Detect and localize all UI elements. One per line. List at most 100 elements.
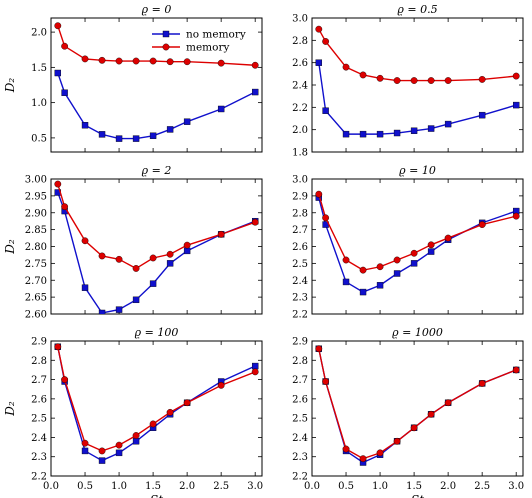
y-tick-label: 2.3 xyxy=(292,452,308,463)
data-point-memory xyxy=(166,58,174,66)
y-tick-label: 2.8 xyxy=(292,208,308,219)
x-tick-label: 2.0 xyxy=(179,481,195,492)
data-point-memory xyxy=(98,56,106,64)
y-tick-label: 1.8 xyxy=(292,148,308,159)
y-tick-label: 2.6 xyxy=(31,394,47,405)
data-point-memory xyxy=(183,399,191,407)
data-point-no-memory xyxy=(81,447,89,455)
data-point-memory xyxy=(61,42,69,50)
legend-marker xyxy=(162,43,170,51)
y-tick-label: 2.65 xyxy=(25,293,47,304)
x-tick-label: 2.0 xyxy=(440,481,456,492)
y-tick-label: 2.7 xyxy=(31,375,47,386)
data-point-memory xyxy=(81,55,89,63)
data-point-memory xyxy=(98,447,106,455)
panel-title: ϱ = 0.5 xyxy=(397,3,437,16)
x-tick-label: 1.0 xyxy=(111,481,127,492)
data-point-no-memory xyxy=(183,118,191,125)
y-tick-label: 2.3 xyxy=(292,293,308,304)
data-point-no-memory xyxy=(376,282,384,289)
data-point-no-memory xyxy=(81,121,89,129)
data-point-no-memory xyxy=(251,362,259,370)
y-tick-label: 2.2 xyxy=(31,472,47,483)
plot-frame xyxy=(311,340,524,477)
data-point-memory xyxy=(81,237,89,245)
data-point-memory xyxy=(393,77,401,84)
panel-3: ϱ = 2 2.60 2.65 2.70 2.75 2.80 2.85 2.90 2.95 3.0… xyxy=(3,164,263,321)
data-point-no-memory xyxy=(61,89,68,96)
y-tick-label: 2.80 xyxy=(25,242,47,253)
series-group xyxy=(315,25,520,138)
panel-6: ϱ = 1000 0.0 0.5 1.0 1.5 2.0 2.5 3.0 2.2 2.3 2.4 2.… xyxy=(292,326,524,498)
y-tick-label: 2.2 xyxy=(292,310,308,321)
data-point-memory xyxy=(444,399,452,407)
data-point-memory xyxy=(410,424,418,432)
y-tick-label: 2.6 xyxy=(292,58,308,69)
plot-frame xyxy=(50,340,263,477)
x-tick-label: 2.5 xyxy=(474,481,490,492)
data-point-memory xyxy=(322,378,330,385)
data-point-memory xyxy=(54,343,62,351)
data-point-memory xyxy=(54,22,62,30)
data-point-no-memory xyxy=(132,296,140,304)
y-tick-label: 0.5 xyxy=(31,133,47,144)
y-tick-label: 2.2 xyxy=(292,103,308,114)
y-tick-label: 2.60 xyxy=(25,310,47,321)
data-point-no-memory xyxy=(478,111,486,119)
x-tick-label: 0.5 xyxy=(338,481,354,492)
y-tick-label: 2.5 xyxy=(292,259,308,270)
data-point-no-memory xyxy=(54,69,62,77)
series-group xyxy=(54,22,259,142)
data-point-no-memory xyxy=(315,59,323,66)
data-point-memory xyxy=(115,441,123,449)
data-point-no-memory xyxy=(427,125,435,132)
plot-frame xyxy=(311,178,524,315)
y-tick-label: 2.4 xyxy=(292,433,308,444)
data-point-no-memory xyxy=(115,449,123,457)
y-tick-label: 2.9 xyxy=(292,191,308,202)
data-point-no-memory xyxy=(342,130,350,138)
data-point-memory xyxy=(410,77,418,84)
y-axis-label: D₂ xyxy=(3,239,17,255)
data-point-memory xyxy=(478,76,486,83)
data-point-memory xyxy=(342,445,350,453)
x-tick-label: 1.0 xyxy=(372,481,388,492)
x-tick-label: 1.5 xyxy=(145,481,161,492)
panel-title: ϱ = 0 xyxy=(142,3,172,16)
data-point-no-memory xyxy=(115,135,123,142)
y-tick-label: 2.6 xyxy=(292,394,308,405)
data-point-memory xyxy=(166,408,174,416)
data-point-memory xyxy=(410,249,418,257)
x-tick-label: 0.0 xyxy=(304,481,320,492)
data-point-memory xyxy=(217,381,225,389)
series-group xyxy=(315,345,520,466)
y-tick-label: 2.8 xyxy=(292,356,308,367)
legend-label: memory xyxy=(186,42,229,54)
data-point-memory xyxy=(132,265,140,272)
panel-5: ϱ = 100 0.0 0.5 1.0 1.5 2.0 2.5 3.0 2.2 2.3 2.4 2.5… xyxy=(3,326,263,498)
panel-title: ϱ = 2 xyxy=(142,164,172,177)
data-point-memory xyxy=(115,57,123,65)
data-point-memory xyxy=(132,57,140,65)
data-point-memory xyxy=(427,241,435,249)
y-tick-label: 2.75 xyxy=(25,259,47,270)
data-point-memory xyxy=(61,203,69,211)
data-point-no-memory xyxy=(183,247,191,255)
x-tick-label: 2.5 xyxy=(213,481,229,492)
data-point-memory xyxy=(359,71,367,79)
y-tick-label: 2.0 xyxy=(292,125,308,136)
data-point-no-memory xyxy=(444,120,452,128)
data-point-memory xyxy=(512,212,520,220)
y-tick-label: 2.95 xyxy=(25,191,47,202)
panel-2: ϱ = 0.5 1.8 2.0 2.2 2.4 2.6 2.8 3.0 xyxy=(292,3,524,159)
data-point-no-memory xyxy=(359,130,367,138)
data-point-no-memory xyxy=(115,306,123,313)
legend-label: no memory xyxy=(186,29,246,41)
y-tick-label: 3.0 xyxy=(292,14,308,25)
data-point-no-memory xyxy=(393,129,401,137)
y-tick-label: 2.4 xyxy=(292,276,308,287)
data-point-memory xyxy=(61,376,69,383)
y-tick-label: 2.7 xyxy=(292,225,308,236)
data-point-no-memory xyxy=(322,107,329,114)
